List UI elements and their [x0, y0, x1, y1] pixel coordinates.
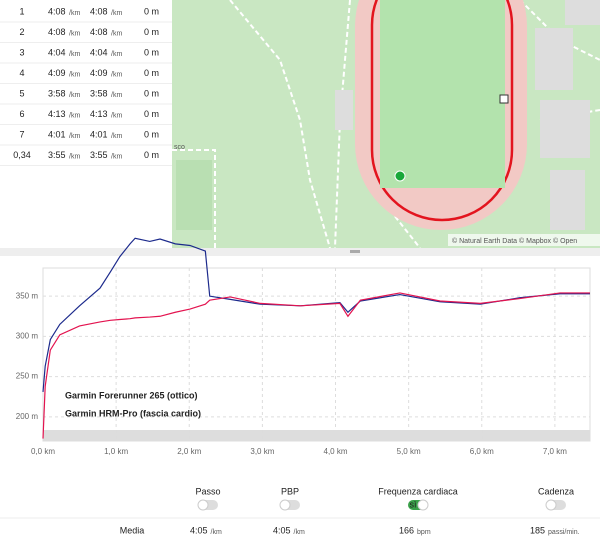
x-tick-label: 6,0 km [470, 447, 494, 456]
lap-number: 3 [19, 47, 24, 57]
lap-elevation: 0 m [144, 150, 159, 160]
lap-pace: 4:08 [48, 6, 66, 16]
lap-pace: 4:13 [48, 109, 66, 119]
summary-unit: /km [211, 529, 222, 536]
toggle-knob[interactable] [279, 499, 291, 511]
lap-elevation: 0 m [144, 129, 159, 139]
x-tick-label: 2,0 km [177, 447, 201, 456]
pace-unit: /km [111, 51, 122, 58]
toggle-label: Passo [195, 486, 220, 496]
lap-elevation: 0 m [144, 47, 159, 57]
pace-unit: /km [111, 30, 122, 37]
lap-number: 7 [19, 129, 24, 139]
x-tick-label: 1,0 km [104, 447, 128, 456]
lap-avg-pace: 3:55 [90, 150, 108, 160]
toggle-label: Frequenza cardiaca [378, 486, 458, 496]
summary-unit: /km [294, 529, 305, 536]
lap-pace: 3:58 [48, 88, 66, 98]
toggle-knob[interactable] [545, 499, 557, 511]
lap-avg-pace: 4:13 [90, 109, 108, 119]
summary-value: 4:05 [273, 525, 291, 535]
pace-unit: /km [69, 92, 80, 99]
lap-elevation: 0 m [144, 109, 159, 119]
toggle-label: Cadenza [538, 486, 574, 496]
lap-avg-pace: 4:08 [90, 6, 108, 16]
lap-elevation: 0 m [144, 6, 159, 16]
pace-unit: /km [69, 10, 80, 17]
y-tick-label: 350 m [16, 291, 39, 300]
series-line [42, 237, 590, 392]
summary-label: Media [120, 525, 145, 535]
lap-number: 0,34 [13, 150, 31, 160]
map-attribution: © Natural Earth Data © Mapbox © Open [452, 237, 577, 245]
x-tick-label: 7,0 km [543, 447, 567, 456]
pace-unit: /km [69, 30, 80, 37]
lap-avg-pace: 4:04 [90, 47, 108, 57]
map [172, 0, 600, 249]
resize-handle[interactable] [350, 250, 360, 253]
toggle-knob[interactable] [417, 499, 429, 511]
pace-unit: /km [111, 92, 122, 99]
summary-unit: passi/min. [548, 529, 580, 536]
lap-pace: 4:09 [48, 68, 66, 78]
lap-pace: 4:01 [48, 129, 66, 139]
lap-elevation: 0 m [144, 27, 159, 37]
lap-number: 2 [19, 27, 24, 37]
toggle-on-text: sì [409, 499, 416, 509]
pace-unit: /km [111, 10, 122, 17]
lap-pace: 4:08 [48, 27, 66, 37]
baseline-band [43, 430, 590, 441]
x-tick-label: 0,0 km [31, 447, 55, 456]
pace-unit: /km [69, 112, 80, 119]
lap-pace: 4:04 [48, 47, 66, 57]
x-tick-label: 5,0 km [397, 447, 421, 456]
lap-number: 5 [19, 88, 24, 98]
pace-unit: /km [69, 133, 80, 140]
y-tick-label: 200 m [16, 412, 39, 421]
x-tick-label: 3,0 km [250, 447, 274, 456]
summary-unit: bpm [417, 529, 431, 536]
summary-value: 185 [530, 525, 545, 535]
toggle-knob[interactable] [197, 499, 209, 511]
lap-number: 6 [19, 109, 24, 119]
pace-unit: /km [69, 71, 80, 78]
splits-table [0, 0, 172, 170]
map-label: sco [174, 144, 185, 151]
lap-number: 1 [19, 6, 24, 16]
pace-unit: /km [111, 71, 122, 78]
pace-unit: /km [111, 112, 122, 119]
lap-elevation: 0 m [144, 68, 159, 78]
pace-unit: /km [111, 153, 122, 160]
y-tick-label: 250 m [16, 372, 39, 381]
pace-unit: /km [69, 153, 80, 160]
legend-label: Garmin Forerunner 265 (ottico) [65, 390, 198, 400]
x-tick-label: 4,0 km [324, 447, 348, 456]
summary-value: 166 [399, 525, 414, 535]
lap-avg-pace: 3:58 [90, 88, 108, 98]
pace-unit: /km [69, 51, 80, 58]
summary-value: 4:05 [190, 525, 208, 535]
y-tick-label: 300 m [16, 332, 39, 341]
lap-pace: 3:55 [48, 150, 66, 160]
pace-unit: /km [111, 133, 122, 140]
lap-avg-pace: 4:09 [90, 68, 108, 78]
lap-avg-pace: 4:01 [90, 129, 108, 139]
lap-number: 4 [19, 68, 24, 78]
toggle-label: PBP [281, 486, 299, 496]
lap-elevation: 0 m [144, 88, 159, 98]
series-line [42, 292, 590, 439]
legend-label: Garmin HRM-Pro (fascia cardio) [65, 408, 201, 418]
lap-avg-pace: 4:08 [90, 27, 108, 37]
divider [0, 248, 600, 256]
